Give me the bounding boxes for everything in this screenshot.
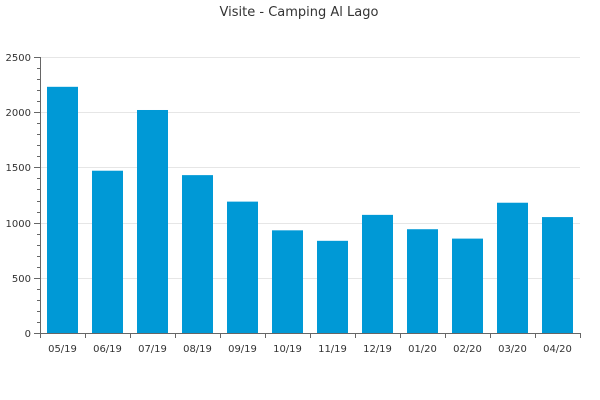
x-tick-label: 10/19: [273, 344, 302, 355]
bar: [47, 86, 78, 333]
y-tick-label: 2000: [6, 108, 31, 119]
x-tick-label: 11/19: [318, 344, 347, 355]
bar: [542, 217, 573, 333]
bar: [317, 240, 348, 333]
x-tick-labels: 05/19 06/19 07/19 08/19 09/19 10/19 11/19 12/19…: [48, 344, 572, 355]
x-tick-label: 08/19: [183, 344, 212, 355]
y-tick-label: 500: [12, 274, 31, 285]
axes: [34, 57, 581, 338]
y-tick-label: 2500: [6, 53, 31, 64]
x-tick-label: 04/20: [543, 344, 572, 355]
y-tick-label: 1000: [6, 219, 31, 230]
bar: [272, 230, 303, 333]
bar: [497, 202, 528, 333]
bars: [47, 86, 573, 333]
chart-title: Visite - Camping Al Lago: [220, 5, 379, 20]
bar: [407, 229, 438, 333]
x-tick-label: 12/19: [363, 344, 392, 355]
x-tick-label: 07/19: [138, 344, 167, 355]
gridlines: [40, 57, 580, 279]
bar: [92, 170, 123, 333]
x-tick-label: 01/20: [408, 344, 437, 355]
x-tick-label: 06/19: [93, 344, 122, 355]
x-tick-label: 09/19: [228, 344, 257, 355]
bar: [182, 175, 213, 333]
bar: [452, 238, 483, 333]
x-tick-label: 03/20: [498, 344, 527, 355]
bar: [362, 214, 393, 333]
bar: [227, 201, 258, 333]
y-tick-labels: 0 500 1000 1500 2000 2500: [6, 53, 31, 340]
y-tick-label: 1500: [6, 163, 31, 174]
x-tick-label: 02/20: [453, 344, 482, 355]
x-tick-label: 05/19: [48, 344, 77, 355]
y-tick-label: 0: [25, 329, 31, 340]
bar: [137, 109, 168, 333]
